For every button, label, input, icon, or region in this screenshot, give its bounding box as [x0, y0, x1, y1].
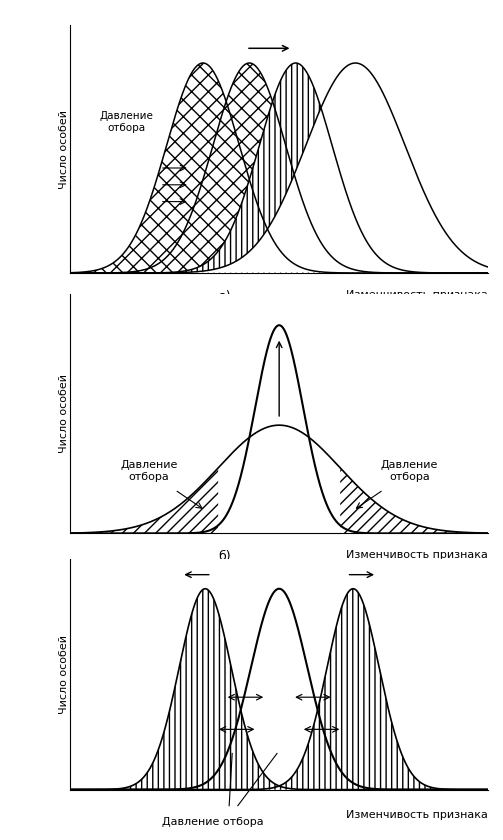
Text: Давление отбора: Давление отбора — [161, 817, 263, 827]
Y-axis label: Число особей: Число особей — [59, 109, 69, 189]
Text: Давление
отбора: Давление отбора — [120, 460, 178, 482]
Polygon shape — [57, 63, 503, 273]
Polygon shape — [62, 589, 496, 790]
Y-axis label: Число особей: Число особей — [59, 634, 69, 714]
Text: Изменчивость признака: Изменчивость признака — [346, 811, 488, 821]
Text: Давление
отбора: Давление отбора — [100, 111, 154, 133]
Polygon shape — [57, 63, 503, 273]
Y-axis label: Число особей: Число особей — [59, 374, 69, 454]
Polygon shape — [62, 589, 496, 790]
Text: Давление
отбора: Давление отбора — [381, 460, 438, 482]
Text: Изменчивость признака: Изменчивость признака — [346, 291, 488, 301]
Text: б): б) — [219, 550, 231, 563]
Polygon shape — [57, 63, 503, 273]
Polygon shape — [57, 63, 503, 273]
Text: Изменчивость признака: Изменчивость признака — [346, 550, 488, 560]
Text: а): а) — [219, 291, 231, 303]
